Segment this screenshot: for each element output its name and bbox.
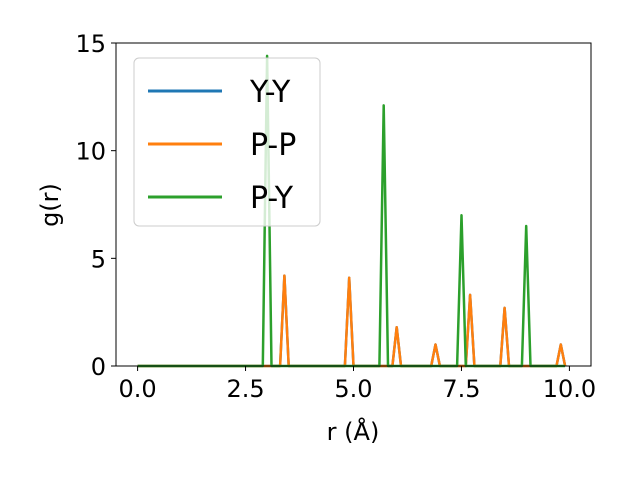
x-tick-label: 7.5 (442, 375, 480, 403)
legend: Y-Y P-P P-Y (133, 57, 321, 227)
legend-label-y-y: Y-Y (249, 75, 291, 110)
x-axis-ticks: 0.0 2.5 5.0 7.5 10.0 (119, 366, 596, 403)
y-axis-label: g(r) (36, 183, 64, 227)
x-tick-label: 0.0 (119, 375, 157, 403)
x-tick-label: 2.5 (226, 375, 264, 403)
legend-items: Y-Y P-P P-Y (148, 75, 296, 216)
x-tick-label: 10.0 (543, 375, 596, 403)
series-line-p-p (137, 274, 567, 368)
y-axis-ticks: 0 5 10 15 (75, 30, 116, 381)
y-tick-label: 5 (91, 245, 106, 273)
x-tick-label: 5.0 (334, 375, 372, 403)
y-tick-label: 10 (75, 138, 106, 166)
legend-box (133, 57, 321, 227)
y-tick-label: 15 (75, 30, 106, 58)
x-axis-label: r (Å) (327, 417, 380, 446)
legend-label-p-y: P-Y (250, 181, 294, 216)
y-tick-label: 0 (91, 353, 106, 381)
legend-label-p-p: P-P (250, 128, 296, 163)
